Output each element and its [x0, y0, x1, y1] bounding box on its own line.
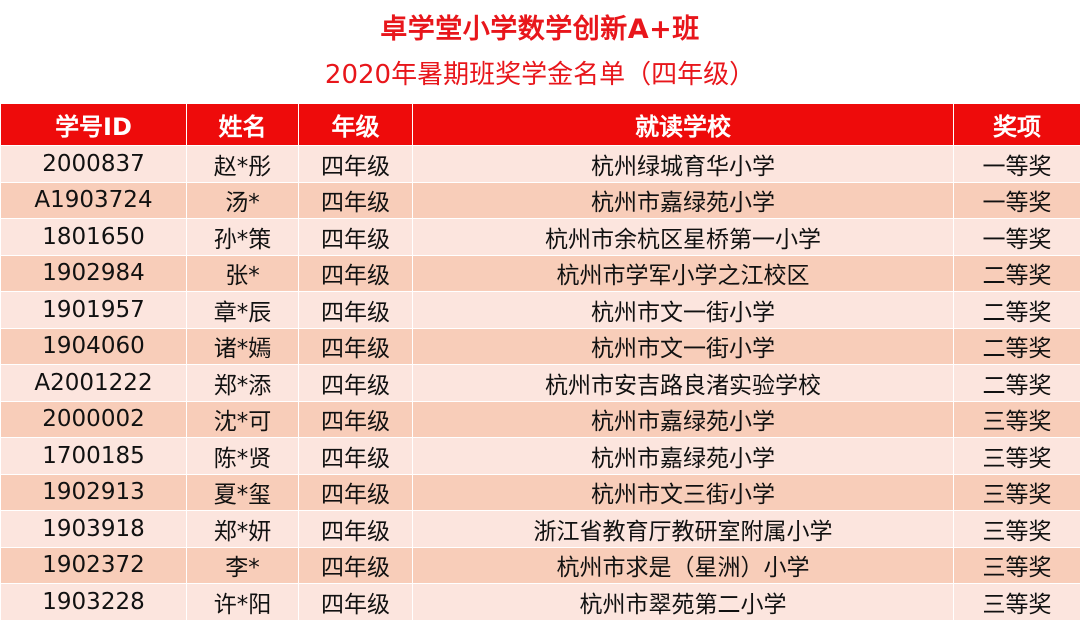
table-row: 1801650 孙*策 四年级 杭州市余杭区星桥第一小学 一等奖 — [0, 218, 1080, 256]
cell-award: 二等奖 — [953, 291, 1080, 329]
table-row: 1903228 许*阳 四年级 杭州市翠苑第二小学 三等奖 — [0, 583, 1080, 621]
cell-award: 一等奖 — [953, 181, 1080, 219]
cell-student-id: 2000837 — [0, 145, 187, 183]
cell-student-id: 1902984 — [0, 254, 187, 292]
cell-school: 杭州市文一街小学 — [412, 291, 954, 329]
table-row: 1901957 章*辰 四年级 杭州市文一街小学 二等奖 — [0, 291, 1080, 329]
cell-student-id: 1904060 — [0, 327, 187, 365]
cell-grade: 四年级 — [298, 546, 413, 584]
cell-grade: 四年级 — [298, 291, 413, 329]
cell-student-id: 1801650 — [0, 218, 187, 256]
cell-school: 杭州市求是（星洲）小学 — [412, 546, 954, 584]
cell-student-id: 1902913 — [0, 473, 187, 511]
cell-grade: 四年级 — [298, 473, 413, 511]
cell-student-id: 1700185 — [0, 437, 187, 475]
cell-name: 赵*彤 — [186, 145, 299, 183]
cell-student-id: 1902372 — [0, 546, 187, 584]
cell-grade: 四年级 — [298, 364, 413, 402]
cell-name: 汤* — [186, 181, 299, 219]
cell-name: 章*辰 — [186, 291, 299, 329]
cell-name: 孙*策 — [186, 218, 299, 256]
cell-grade: 四年级 — [298, 400, 413, 438]
cell-school: 杭州市嘉绿苑小学 — [412, 437, 954, 475]
cell-school: 浙江省教育厅教研室附属小学 — [412, 510, 954, 548]
table-row: A1903724 汤* 四年级 杭州市嘉绿苑小学 一等奖 — [0, 181, 1080, 219]
cell-student-id: A1903724 — [0, 181, 187, 219]
table-row: 1902372 李* 四年级 杭州市求是（星洲）小学 三等奖 — [0, 546, 1080, 584]
cell-name: 李* — [186, 546, 299, 584]
column-header-award: 奖项 — [953, 104, 1080, 146]
cell-grade: 四年级 — [298, 583, 413, 621]
cell-school: 杭州市嘉绿苑小学 — [412, 400, 954, 438]
cell-award: 一等奖 — [953, 218, 1080, 256]
cell-school: 杭州市安吉路良渚实验学校 — [412, 364, 954, 402]
cell-grade: 四年级 — [298, 437, 413, 475]
cell-award: 二等奖 — [953, 364, 1080, 402]
cell-award: 一等奖 — [953, 145, 1080, 183]
table-row: 2000837 赵*彤 四年级 杭州绿城育华小学 一等奖 — [0, 145, 1080, 183]
cell-award: 三等奖 — [953, 437, 1080, 475]
cell-grade: 四年级 — [298, 510, 413, 548]
cell-student-id: 1903228 — [0, 583, 187, 621]
table-row: A2001222 郑*添 四年级 杭州市安吉路良渚实验学校 二等奖 — [0, 364, 1080, 402]
cell-award: 三等奖 — [953, 510, 1080, 548]
cell-name: 张* — [186, 254, 299, 292]
cell-award: 三等奖 — [953, 473, 1080, 511]
cell-name: 郑*添 — [186, 364, 299, 402]
column-header-school: 就读学校 — [412, 104, 954, 146]
cell-grade: 四年级 — [298, 181, 413, 219]
cell-grade: 四年级 — [298, 145, 413, 183]
cell-school: 杭州市翠苑第二小学 — [412, 583, 954, 621]
cell-name: 夏*玺 — [186, 473, 299, 511]
cell-name: 郑*妍 — [186, 510, 299, 548]
cell-award: 三等奖 — [953, 583, 1080, 621]
scholarship-table: 学号ID 姓名 年级 就读学校 奖项 2000837 赵*彤 四年级 杭州绿城育… — [0, 104, 1080, 621]
table-row: 1903918 郑*妍 四年级 浙江省教育厅教研室附属小学 三等奖 — [0, 510, 1080, 548]
cell-name: 沈*可 — [186, 400, 299, 438]
cell-grade: 四年级 — [298, 254, 413, 292]
table-row: 1902913 夏*玺 四年级 杭州市文三街小学 三等奖 — [0, 473, 1080, 511]
column-header-student-id: 学号ID — [0, 104, 187, 146]
cell-student-id: A2001222 — [0, 364, 187, 402]
cell-school: 杭州市余杭区星桥第一小学 — [412, 218, 954, 256]
cell-school: 杭州市嘉绿苑小学 — [412, 181, 954, 219]
cell-award: 三等奖 — [953, 546, 1080, 584]
table-row: 1904060 诸*嫣 四年级 杭州市文一街小学 二等奖 — [0, 327, 1080, 365]
cell-name: 许*阳 — [186, 583, 299, 621]
page-title: 卓学堂小学数学创新A+班 — [380, 14, 700, 45]
cell-student-id: 1901957 — [0, 291, 187, 329]
cell-school: 杭州市文三街小学 — [412, 473, 954, 511]
cell-school: 杭州市文一街小学 — [412, 327, 954, 365]
page-subtitle: 2020年暑期班奖学金名单（四年级） — [324, 60, 756, 90]
table-row: 1700185 陈*贤 四年级 杭州市嘉绿苑小学 三等奖 — [0, 437, 1080, 475]
table-header-row: 学号ID 姓名 年级 就读学校 奖项 — [0, 104, 1080, 146]
cell-name: 诸*嫣 — [186, 327, 299, 365]
cell-student-id: 1903918 — [0, 510, 187, 548]
cell-student-id: 2000002 — [0, 400, 187, 438]
cell-award: 三等奖 — [953, 400, 1080, 438]
table-row: 2000002 沈*可 四年级 杭州市嘉绿苑小学 三等奖 — [0, 400, 1080, 438]
cell-grade: 四年级 — [298, 327, 413, 365]
cell-school: 杭州市学军小学之江校区 — [412, 254, 954, 292]
cell-school: 杭州绿城育华小学 — [412, 145, 954, 183]
cell-award: 二等奖 — [953, 327, 1080, 365]
table-row: 1902984 张* 四年级 杭州市学军小学之江校区 二等奖 — [0, 254, 1080, 292]
column-header-name: 姓名 — [186, 104, 299, 146]
cell-name: 陈*贤 — [186, 437, 299, 475]
cell-grade: 四年级 — [298, 218, 413, 256]
column-header-grade: 年级 — [298, 104, 413, 146]
cell-award: 二等奖 — [953, 254, 1080, 292]
